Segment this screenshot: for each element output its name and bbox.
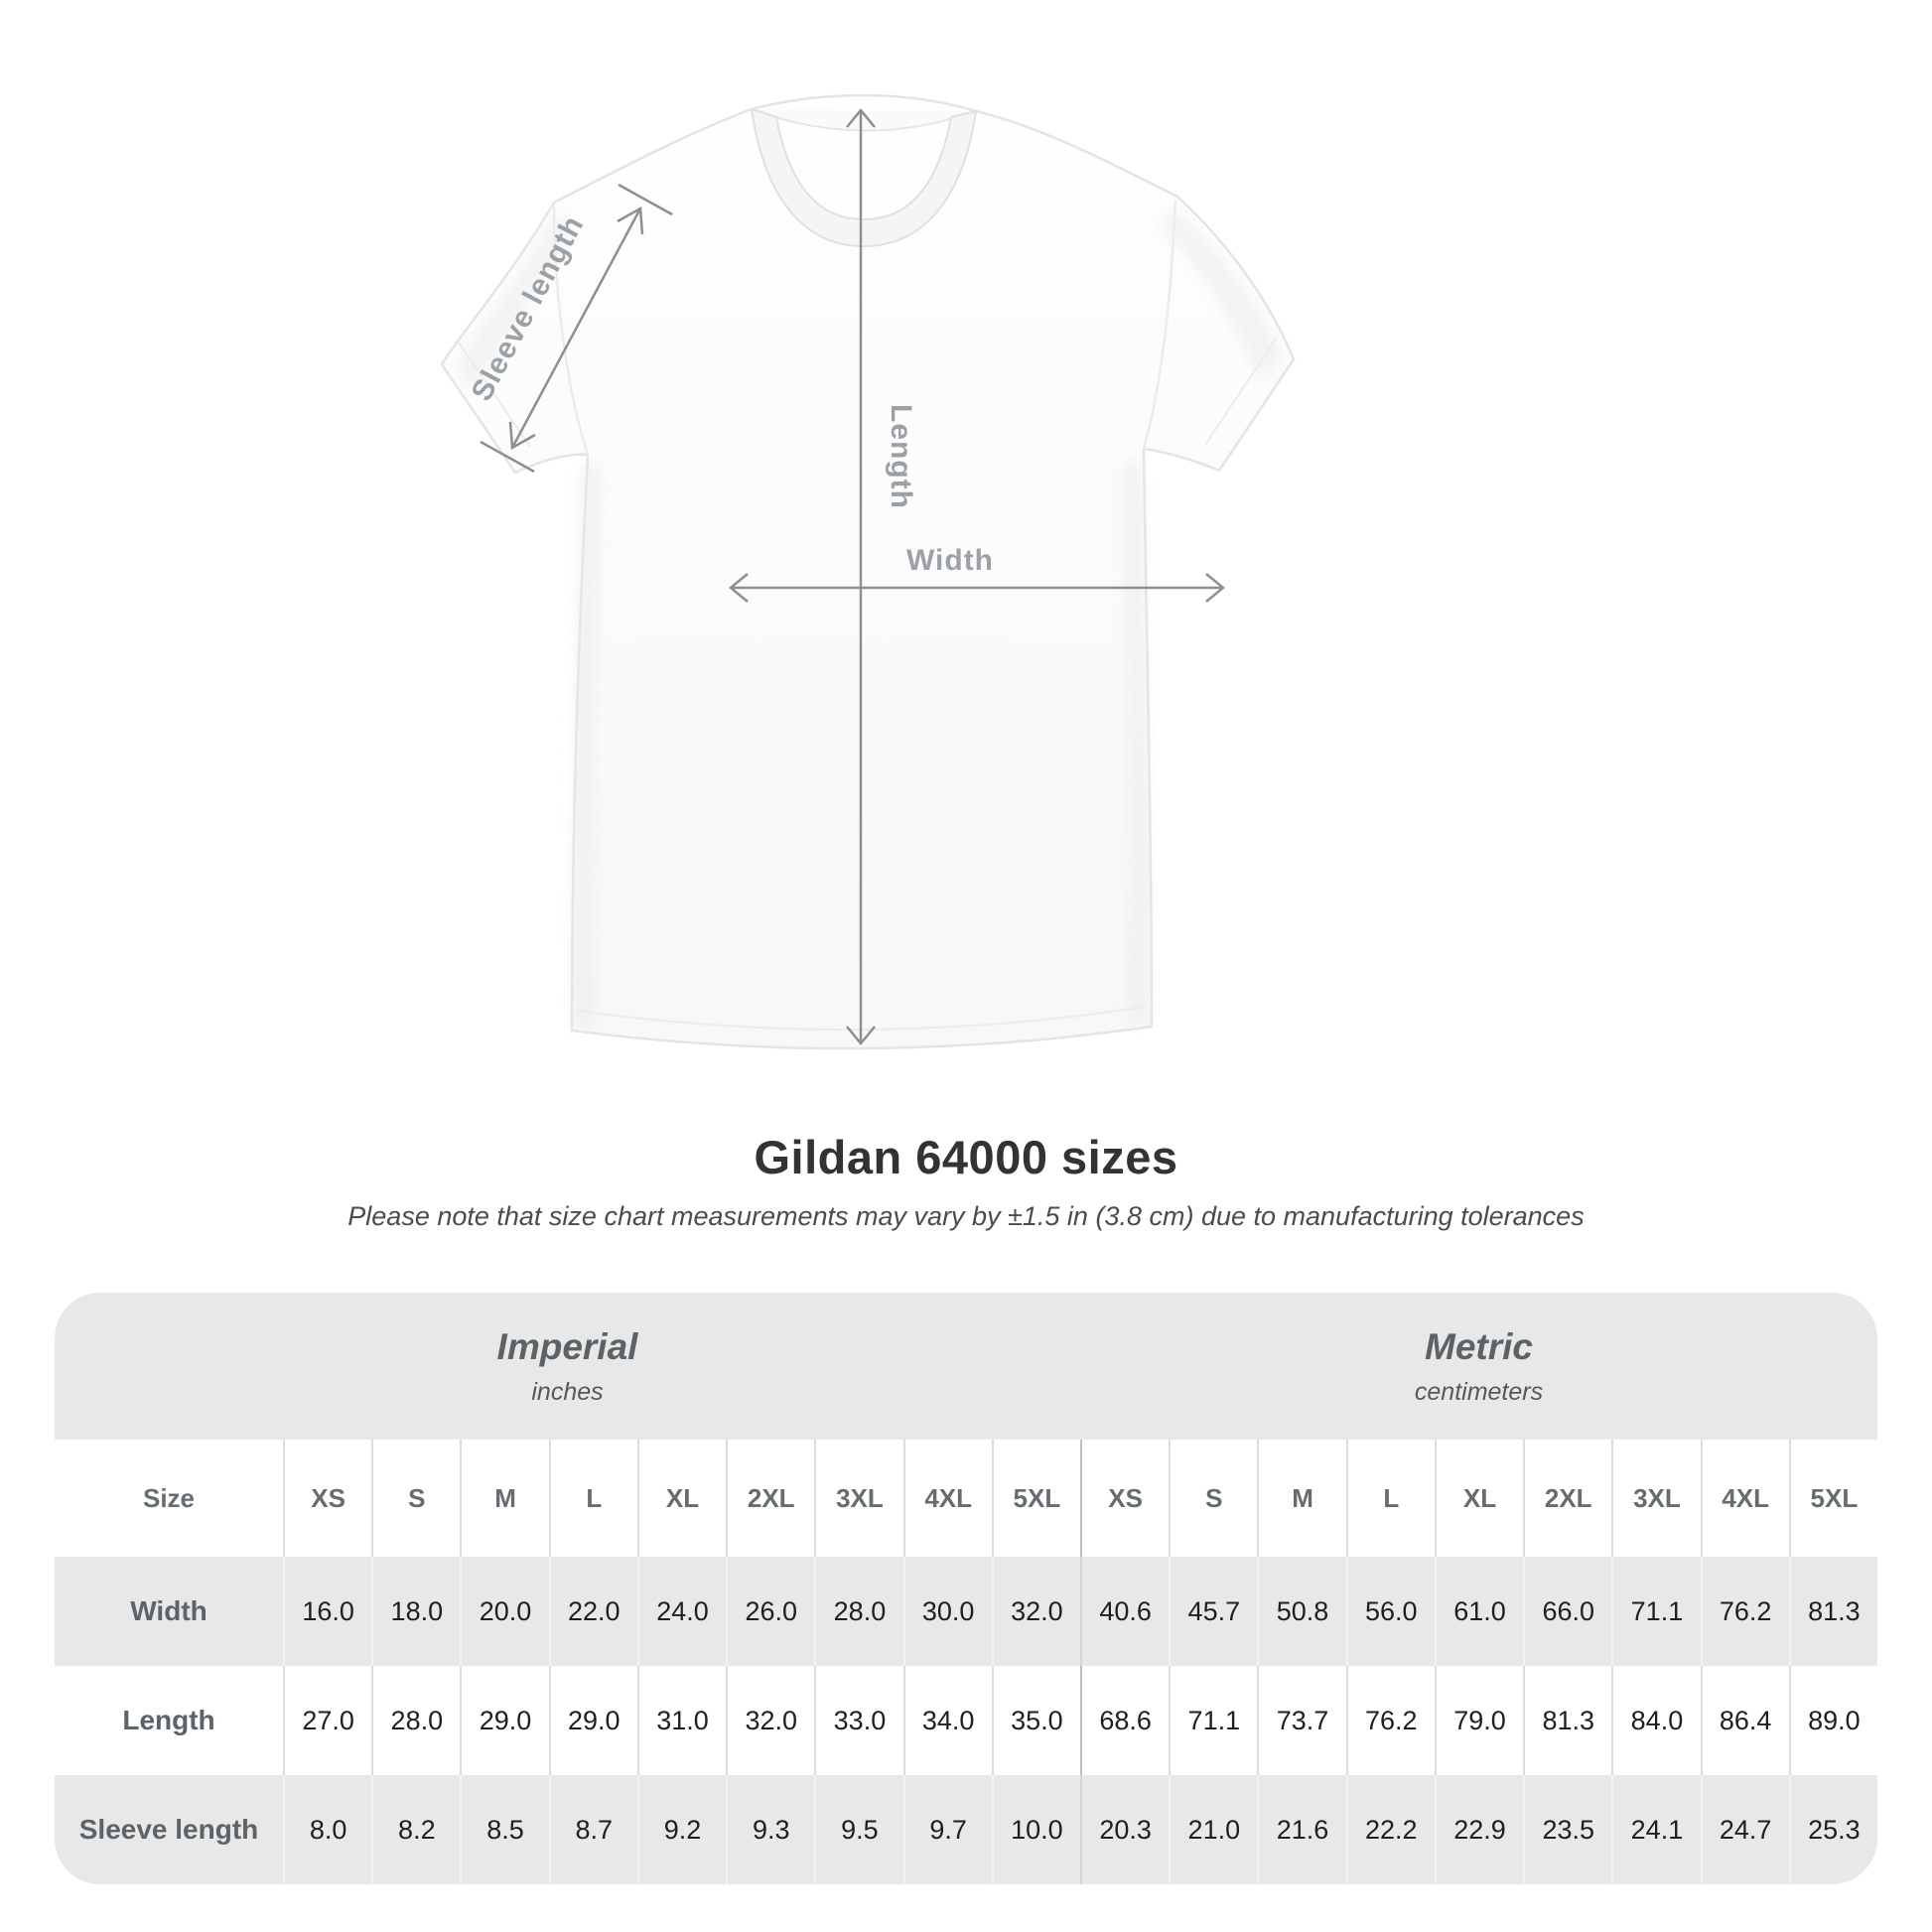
value-cell-imperial: 9.3 [726, 1775, 815, 1884]
value-cell-imperial: 35.0 [991, 1666, 1080, 1775]
value-cell-imperial: 31.0 [636, 1666, 727, 1775]
value-cell-metric: 76.2 [1700, 1557, 1789, 1666]
unit-band: Imperial inches Metric centimeters [55, 1293, 1877, 1440]
value-cell-metric: 79.0 [1434, 1666, 1524, 1775]
size-grid: Size XS S M L XL 2XL 3XL 4XL 5XL XS S M L XL 2XL 3XL 4XL 5… [55, 1440, 1877, 1884]
unit-group-metric: Metric centimeters [1080, 1293, 1877, 1440]
size-header-metric: M [1257, 1440, 1346, 1557]
value-cell-metric: 89.0 [1788, 1666, 1877, 1775]
unit-group-imperial: Imperial inches [55, 1293, 1080, 1440]
size-header-metric: L [1345, 1440, 1435, 1557]
value-cell-metric: 73.7 [1257, 1666, 1346, 1775]
size-header-imperial: S [371, 1440, 461, 1557]
value-cell-imperial: 8.5 [460, 1775, 549, 1884]
value-cell-metric: 22.2 [1345, 1775, 1435, 1884]
value-cell-metric: 45.7 [1169, 1557, 1258, 1666]
value-cell-metric: 81.3 [1523, 1666, 1612, 1775]
value-cell-imperial: 30.0 [902, 1557, 992, 1666]
size-header-imperial: 3XL [814, 1440, 903, 1557]
value-cell-imperial: 8.2 [371, 1775, 461, 1884]
value-cell-imperial: 16.0 [283, 1557, 372, 1666]
value-cell-metric: 86.4 [1700, 1666, 1789, 1775]
value-cell-metric: 76.2 [1345, 1666, 1435, 1775]
value-cell-metric: 50.8 [1257, 1557, 1346, 1666]
value-cell-metric: 84.0 [1611, 1666, 1701, 1775]
value-cell-metric: 24.1 [1611, 1775, 1701, 1884]
tolerance-note: Please note that size chart measurements… [347, 1201, 1585, 1231]
length-label: Length [885, 404, 917, 509]
value-cell-metric: 20.3 [1079, 1775, 1170, 1884]
value-cell-imperial: 32.0 [726, 1666, 815, 1775]
value-cell-imperial: 10.0 [991, 1775, 1080, 1884]
value-cell-imperial: 22.0 [548, 1557, 637, 1666]
size-header-metric: S [1169, 1440, 1258, 1557]
size-header-metric: 2XL [1523, 1440, 1612, 1557]
value-cell-metric: 24.7 [1700, 1775, 1789, 1884]
page-title: Gildan 64000 sizes [754, 1131, 1178, 1183]
imperial-unit-label: inches [531, 1377, 604, 1406]
metric-unit-label: centimeters [1414, 1377, 1544, 1406]
width-label: Width [906, 544, 994, 577]
value-cell-imperial: 20.0 [460, 1557, 549, 1666]
size-table: Imperial inches Metric centimeters Size X… [55, 1293, 1877, 1884]
value-cell-metric: 71.1 [1611, 1557, 1701, 1666]
value-cell-imperial: 32.0 [991, 1557, 1080, 1666]
value-cell-metric: 61.0 [1434, 1557, 1524, 1666]
size-header-imperial: 5XL [991, 1440, 1080, 1557]
value-cell-imperial: 34.0 [902, 1666, 992, 1775]
imperial-header: Imperial [496, 1325, 638, 1367]
row-label: Sleeve length [55, 1775, 283, 1884]
value-cell-imperial: 9.2 [636, 1775, 727, 1884]
size-header-imperial: 2XL [726, 1440, 815, 1557]
value-cell-imperial: 33.0 [814, 1666, 903, 1775]
value-cell-metric: 22.9 [1434, 1775, 1524, 1884]
size-header-imperial: L [548, 1440, 637, 1557]
value-cell-imperial: 18.0 [371, 1557, 461, 1666]
length-arrow [846, 108, 876, 1045]
size-header-imperial: 4XL [902, 1440, 992, 1557]
value-cell-imperial: 29.0 [548, 1666, 637, 1775]
value-cell-metric: 40.6 [1079, 1557, 1170, 1666]
width-arrow [729, 573, 1225, 603]
value-cell-imperial: 8.7 [548, 1775, 637, 1884]
value-cell-imperial: 28.0 [814, 1557, 903, 1666]
size-header-imperial: M [460, 1440, 549, 1557]
value-cell-metric: 25.3 [1788, 1775, 1877, 1884]
sleeve-length-arrow [480, 183, 673, 474]
size-header-imperial: XL [636, 1440, 727, 1557]
value-cell-imperial: 8.0 [283, 1775, 372, 1884]
value-cell-imperial: 28.0 [371, 1666, 461, 1775]
value-cell-metric: 21.6 [1257, 1775, 1346, 1884]
size-header-metric: 5XL [1788, 1440, 1877, 1557]
value-cell-metric: 68.6 [1079, 1666, 1170, 1775]
value-cell-imperial: 24.0 [636, 1557, 727, 1666]
size-header-metric: 4XL [1700, 1440, 1789, 1557]
size-header-metric: XL [1434, 1440, 1524, 1557]
value-cell-metric: 71.1 [1169, 1666, 1258, 1775]
row-label: Length [55, 1666, 283, 1775]
value-cell-metric: 66.0 [1523, 1557, 1612, 1666]
value-cell-metric: 23.5 [1523, 1775, 1612, 1884]
value-cell-imperial: 27.0 [283, 1666, 372, 1775]
value-cell-imperial: 9.7 [902, 1775, 992, 1884]
metric-header: Metric [1425, 1325, 1533, 1367]
size-header-metric: XS [1079, 1440, 1170, 1557]
value-cell-imperial: 9.5 [814, 1775, 903, 1884]
tshirt-illustration [440, 93, 1296, 1050]
tshirt-diagram: Sleeve length Length Width [440, 93, 1296, 1050]
row-label: Width [55, 1557, 283, 1666]
size-column-header: Size [55, 1440, 283, 1557]
value-cell-metric: 81.3 [1788, 1557, 1877, 1666]
size-header-imperial: XS [283, 1440, 372, 1557]
value-cell-metric: 21.0 [1169, 1775, 1258, 1884]
value-cell-metric: 56.0 [1345, 1557, 1435, 1666]
size-header-metric: 3XL [1611, 1440, 1701, 1557]
value-cell-imperial: 26.0 [726, 1557, 815, 1666]
value-cell-imperial: 29.0 [460, 1666, 549, 1775]
